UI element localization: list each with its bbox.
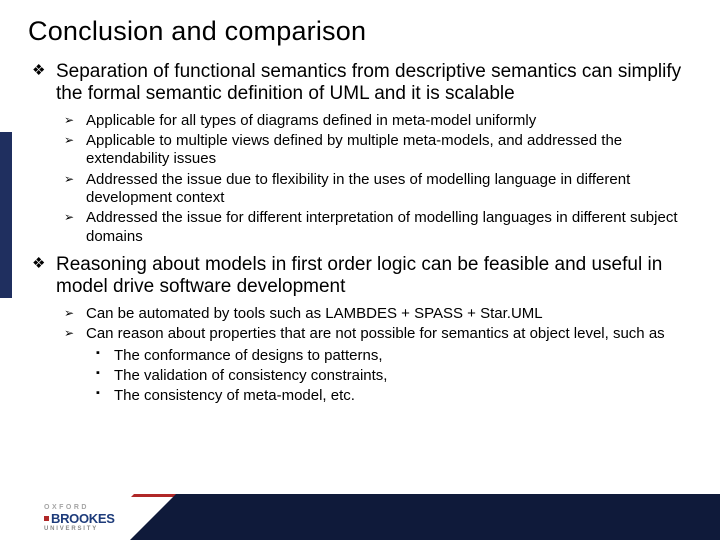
bullet-text: Addressed the issue due to flexibility i…: [86, 171, 630, 206]
bullet-text: Can reason about properties that are not…: [86, 325, 665, 342]
bullet-text: Separation of functional semantics from …: [56, 61, 681, 104]
bullet-text: The validation of consistency constraint…: [114, 367, 387, 384]
bullet-text: Reasoning about models in first order lo…: [56, 254, 662, 297]
list-item: Addressed the issue for different interp…: [86, 209, 692, 246]
list-item: Separation of functional semantics from …: [56, 61, 692, 246]
logo-line-oxford: OXFORD: [44, 504, 130, 511]
bullet-text: Applicable to multiple views defined by …: [86, 132, 622, 167]
bullet-text: The consistency of meta-model, etc.: [114, 387, 355, 404]
footer-triangle: [130, 494, 176, 540]
bullet-list-l3: The conformance of designs to patterns, …: [86, 347, 692, 405]
footer-bar: [176, 494, 720, 540]
bullet-list-l2: Can be automated by tools such as LAMBDE…: [56, 305, 692, 406]
list-item: The conformance of designs to patterns,: [114, 347, 692, 366]
list-item: Addressed the issue due to flexibility i…: [86, 171, 692, 208]
logo-line-brookes: BROOKES: [44, 512, 130, 525]
brookes-logo: OXFORD BROOKES UNIVERSITY: [44, 504, 130, 532]
slide: Conclusion and comparison Separation of …: [0, 0, 720, 540]
list-item: Applicable for all types of diagrams def…: [86, 112, 692, 130]
list-item: Reasoning about models in first order lo…: [56, 254, 692, 406]
left-accent-bar: [0, 132, 12, 298]
logo-red-square-icon: [44, 516, 49, 521]
list-item: The validation of consistency constraint…: [114, 367, 692, 386]
bullet-list-l2: Applicable for all types of diagrams def…: [56, 112, 692, 246]
list-item: Can be automated by tools such as LAMBDE…: [86, 305, 692, 323]
bullet-list-l1: Separation of functional semantics from …: [28, 61, 692, 406]
list-item: Applicable to multiple views defined by …: [86, 132, 692, 169]
bullet-text: The conformance of designs to patterns,: [114, 347, 382, 364]
bullet-text: Addressed the issue for different interp…: [86, 209, 677, 244]
list-item: Can reason about properties that are not…: [86, 325, 692, 406]
logo-line-university: UNIVERSITY: [44, 526, 130, 532]
footer: OXFORD BROOKES UNIVERSITY: [0, 478, 720, 540]
list-item: The consistency of meta-model, etc.: [114, 387, 692, 406]
slide-title: Conclusion and comparison: [28, 16, 692, 47]
bullet-text: Applicable for all types of diagrams def…: [86, 112, 536, 129]
bullet-text: Can be automated by tools such as LAMBDE…: [86, 305, 543, 322]
